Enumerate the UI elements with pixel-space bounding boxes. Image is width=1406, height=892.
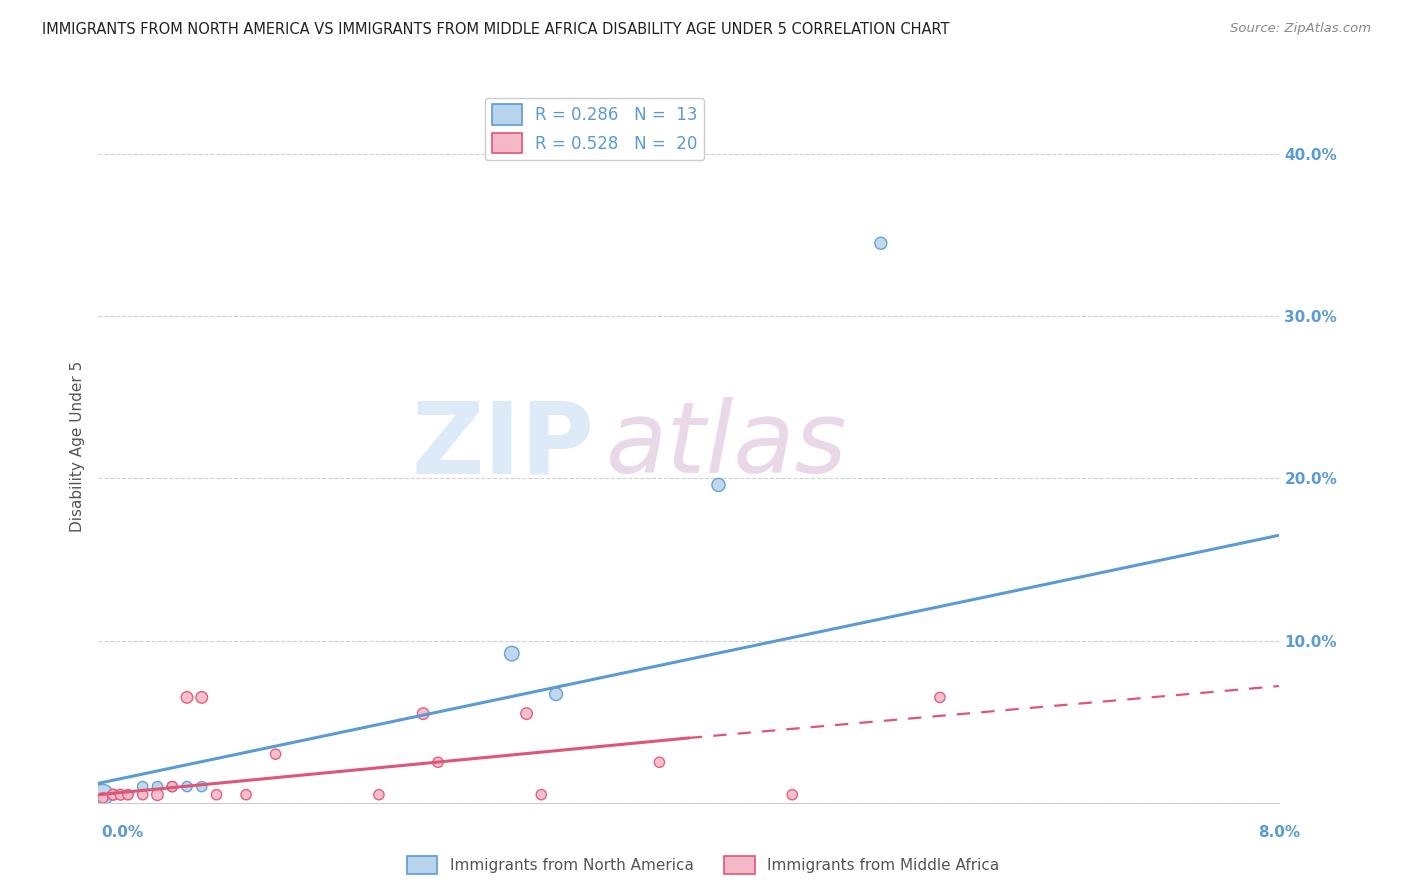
Y-axis label: Disability Age Under 5: Disability Age Under 5: [70, 360, 86, 532]
Point: [205, 788, 228, 802]
Point: [117, 788, 139, 802]
Point: [91, 788, 114, 802]
Point: [530, 788, 553, 802]
Text: IMMIGRANTS FROM NORTH AMERICA VS IMMIGRANTS FROM MIDDLE AFRICA DISABILITY AGE UN: IMMIGRANTS FROM NORTH AMERICA VS IMMIGRA…: [42, 22, 949, 37]
Point: [110, 788, 132, 802]
Text: 0.0%: 0.0%: [101, 825, 143, 839]
Point: [146, 780, 169, 794]
Point: [707, 478, 730, 492]
Legend: R = 0.286   N =  13, R = 0.528   N =  20: R = 0.286 N = 13, R = 0.528 N = 20: [485, 97, 704, 160]
Point: [782, 788, 804, 802]
Point: [103, 788, 125, 802]
Point: [501, 647, 523, 661]
Point: [928, 690, 950, 705]
Point: [162, 780, 183, 794]
Point: [91, 791, 114, 805]
Point: [869, 236, 891, 251]
Legend: Immigrants from North America, Immigrants from Middle Africa: Immigrants from North America, Immigrant…: [401, 850, 1005, 880]
Point: [176, 780, 198, 794]
Point: [426, 756, 449, 770]
Point: [546, 687, 568, 701]
Point: [367, 788, 389, 802]
Point: [412, 706, 434, 721]
Text: 8.0%: 8.0%: [1258, 825, 1301, 839]
Point: [191, 690, 214, 705]
Point: [176, 690, 198, 705]
Point: [132, 780, 155, 794]
Point: [162, 780, 183, 794]
Point: [132, 788, 155, 802]
Point: [146, 788, 169, 802]
Point: [103, 788, 125, 802]
Point: [191, 780, 214, 794]
Point: [515, 706, 537, 721]
Point: [110, 788, 132, 802]
Text: Source: ZipAtlas.com: Source: ZipAtlas.com: [1230, 22, 1371, 36]
Point: [117, 788, 139, 802]
Point: [264, 747, 287, 761]
Point: [648, 756, 671, 770]
Point: [235, 788, 257, 802]
Text: atlas: atlas: [606, 398, 848, 494]
Text: ZIP: ZIP: [412, 398, 595, 494]
